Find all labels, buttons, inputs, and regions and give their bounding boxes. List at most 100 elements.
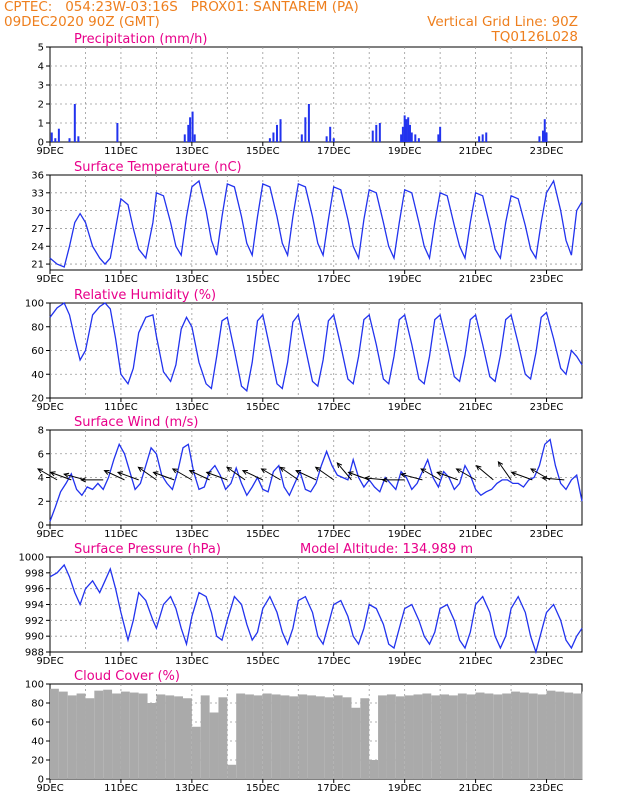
- precip-bar: [371, 130, 374, 142]
- precip-bar: [191, 111, 194, 142]
- x-tick-label: 23DEC: [530, 656, 564, 667]
- y-tick-label: 20: [31, 756, 44, 767]
- precip-bar: [329, 126, 332, 142]
- cloud-cover-bar: [351, 707, 361, 779]
- series-line: [49, 563, 583, 655]
- wind-vector-head: [63, 472, 70, 478]
- precip-bar: [54, 138, 57, 142]
- wind-vector-head: [116, 471, 124, 477]
- x-tick-label: 21DEC: [459, 656, 493, 667]
- cloud-cover-bar: [120, 691, 130, 779]
- cloud-cover-bar: [546, 690, 556, 779]
- wind-vector-arrow: [242, 470, 264, 481]
- precip-bar: [279, 119, 282, 142]
- x-tick-label: 23DEC: [530, 783, 564, 794]
- wind-vector-head: [171, 468, 178, 474]
- x-tick-label: 17DEC: [317, 402, 351, 413]
- y-tick-label: 4: [38, 473, 44, 484]
- y-tick-label: 4: [38, 62, 44, 73]
- x-tick-label: 15DEC: [246, 656, 280, 667]
- wind-vector-head: [152, 471, 159, 477]
- wind-vector-arrow: [189, 470, 210, 481]
- x-tick-label: 13DEC: [175, 402, 209, 413]
- wind-vector-arrow: [420, 468, 441, 481]
- series-line: [49, 179, 583, 268]
- precip-bar: [538, 136, 541, 142]
- cloud-cover-bar: [369, 760, 379, 779]
- y-tick-label: 8: [38, 426, 44, 437]
- precip-bar: [414, 134, 417, 142]
- x-tick-label: 15DEC: [246, 146, 280, 157]
- y-tick-label: 3: [38, 81, 44, 92]
- wind-vector-arrow: [456, 468, 476, 481]
- cloud-cover-bar: [298, 694, 308, 779]
- cloud-cover-bar: [386, 694, 396, 779]
- cloud-cover-bar: [475, 692, 485, 779]
- precip-bar: [410, 132, 413, 142]
- cloud-cover-bar: [183, 698, 192, 779]
- wind-vector-head: [475, 464, 482, 471]
- cloud-cover-bar: [174, 696, 183, 779]
- cloud-cover-bar: [413, 694, 423, 779]
- y-tick-label: 990: [25, 632, 44, 643]
- panel-title: Surface Temperature (nC): [74, 160, 242, 175]
- precip-bar: [545, 132, 548, 142]
- precip-bar: [304, 117, 307, 142]
- precip-bar: [187, 124, 190, 142]
- wind-vector-head: [436, 471, 443, 477]
- wind-vector-arrow: [206, 471, 228, 481]
- cloud-cover-bar: [582, 691, 583, 779]
- precip-bar: [481, 134, 484, 142]
- cloud-cover-bar: [573, 693, 582, 779]
- x-tick-label: 19DEC: [388, 783, 422, 794]
- wind-vector-arrow: [226, 466, 246, 481]
- y-tick-label: 5: [38, 43, 44, 54]
- cloud-cover-bar: [289, 696, 299, 779]
- wind-vector-head: [80, 477, 86, 483]
- wind-vector-head: [226, 466, 233, 472]
- cloud-cover-bar: [342, 697, 352, 779]
- cloud-cover-bar: [457, 693, 467, 779]
- wind-vector-arrow: [511, 471, 533, 481]
- y-tick-label: 2: [38, 100, 44, 111]
- precip-bar: [183, 134, 186, 142]
- x-tick-label: 19DEC: [388, 402, 422, 413]
- x-tick-label: 11DEC: [104, 402, 138, 413]
- precip-bar: [408, 124, 411, 142]
- model-altitude-label: Model Altitude: 134.989 m: [300, 542, 473, 557]
- panel-title: Surface Pressure (hPa): [74, 542, 221, 557]
- precip-bar: [307, 104, 310, 142]
- x-tick-label: 9DEC: [36, 146, 63, 157]
- panel-title: Relative Humidity (%): [74, 288, 216, 303]
- wind-vector-arrow: [336, 462, 352, 481]
- x-tick-label: 13DEC: [175, 783, 209, 794]
- wind-vector-arrow: [401, 473, 423, 481]
- y-tick-label: 20: [31, 394, 44, 405]
- precip-bar: [485, 132, 488, 142]
- x-tick-label: 23DEC: [530, 402, 564, 413]
- x-tick-label: 11DEC: [104, 783, 138, 794]
- wind-vector-head: [241, 470, 248, 475]
- cloud-cover-bar: [378, 695, 387, 779]
- wind-vector-head: [49, 471, 56, 477]
- y-tick-label: 40: [31, 370, 44, 381]
- wind-vector-head: [530, 468, 537, 474]
- cloud-cover-bar: [147, 703, 157, 779]
- panel-title: Cloud Cover (%): [74, 669, 180, 684]
- y-tick-label: 998: [25, 568, 44, 579]
- wind-vector-arrow: [50, 471, 72, 481]
- x-tick-label: 17DEC: [317, 146, 351, 157]
- x-tick-label: 21DEC: [459, 274, 493, 285]
- x-tick-label: 21DEC: [459, 529, 493, 540]
- precip-bar: [57, 128, 60, 142]
- precip-bar: [193, 134, 196, 142]
- wind-vector-arrow: [279, 466, 299, 481]
- y-tick-label: 0: [38, 138, 44, 149]
- header-model-id: TQ0126L028: [491, 29, 578, 45]
- cloud-cover-bar: [253, 695, 263, 779]
- cloud-cover-bar: [138, 693, 148, 779]
- y-tick-label: 27: [31, 224, 44, 235]
- wind-vector-head: [399, 472, 407, 478]
- precip-bar: [543, 119, 546, 142]
- x-tick-label: 21DEC: [459, 783, 493, 794]
